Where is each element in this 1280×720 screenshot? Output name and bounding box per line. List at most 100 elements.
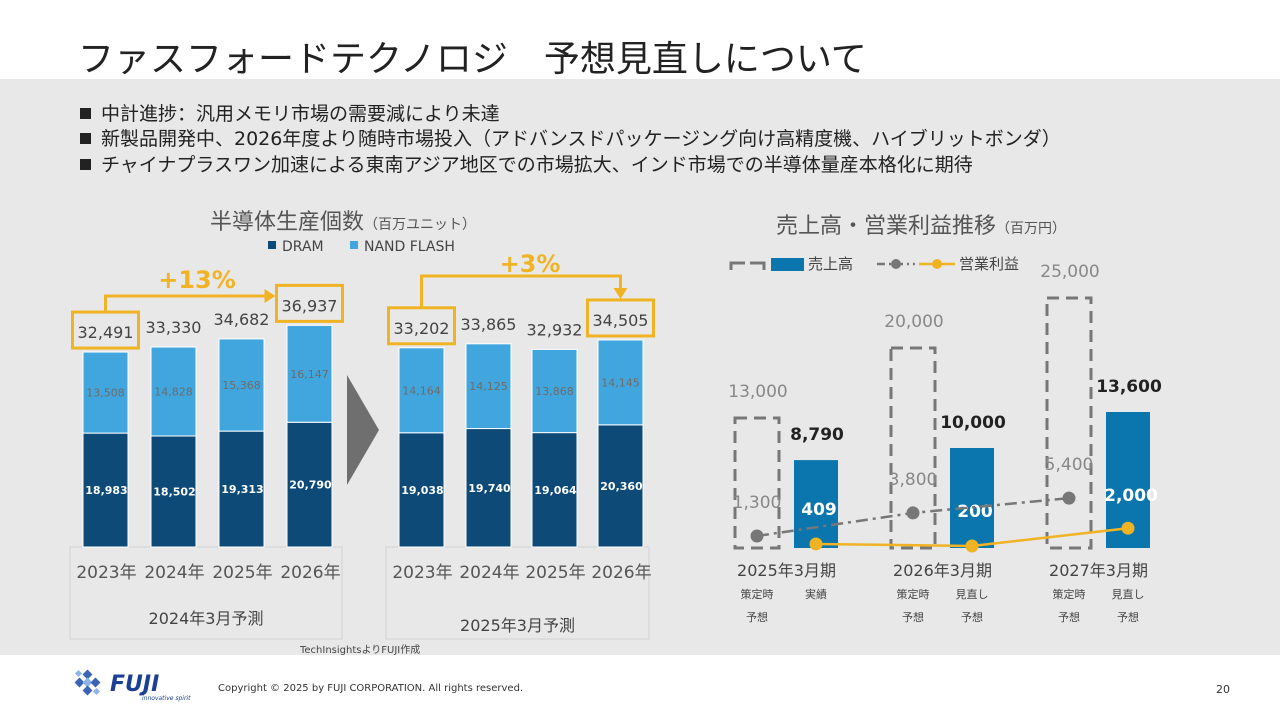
fuji-logo-tagline: innovative spirit <box>142 695 191 702</box>
plan-profit-label: 5,400 <box>1045 455 1094 475</box>
copyright-text: Copyright © 2025 by FUJI CORPORATION. Al… <box>218 683 524 694</box>
fuji-logo: FUJI innovative spirit <box>74 669 191 702</box>
dram-value-label: 18,502 <box>153 485 195 498</box>
total-value-label: 34,505 <box>593 311 649 330</box>
nand-value-label: 14,125 <box>469 380 508 393</box>
nand-bar <box>531 348 578 434</box>
fuji-logo-diamond-icon <box>74 669 101 696</box>
nand-bar <box>398 347 445 434</box>
dram-value-label: 19,740 <box>468 482 511 495</box>
plan-profit-point <box>1062 491 1076 505</box>
nand-value-label: 13,508 <box>86 387 125 400</box>
source-note: TechInsightsよりFUJI作成 <box>300 645 421 656</box>
profit-value-label: 409 <box>801 500 837 520</box>
legend-profit-marker <box>932 259 942 269</box>
production-chart-title: 半導体生産個数（百万ユニット） <box>210 204 476 236</box>
sales-legend: 売上高 営業利益 <box>729 255 1019 273</box>
actual-caption-label: 予想 <box>961 610 983 624</box>
legend-plan-profit-marker <box>891 259 901 269</box>
nand-value-label: 14,828 <box>154 386 193 399</box>
profit-value-label: 2,000 <box>1104 486 1158 506</box>
profit-point <box>965 539 979 553</box>
plan-sales-bar <box>889 346 937 550</box>
nand-value-label: 14,164 <box>402 384 441 397</box>
legend-profit-label: 営業利益 <box>959 255 1019 273</box>
plan-caption-label: 予想 <box>746 610 768 624</box>
plan-sales-bar <box>733 416 781 550</box>
sales-chart-unit: （百万円） <box>996 221 1067 237</box>
year-tick-label: 2026年 <box>591 563 651 583</box>
forecast-group-label: 2024年3月予測 <box>149 609 264 628</box>
legend-plan-sales-swatch <box>729 261 766 270</box>
growth-arrow-line <box>104 294 265 313</box>
legend-nand-swatch <box>350 241 358 249</box>
bullet-item: 新製品開発中、2026年度より随時市場投入（アドバンスドパッケージング向け高精度… <box>80 124 1061 151</box>
bullet-square-icon <box>80 159 91 170</box>
total-value-label: 33,202 <box>394 319 450 338</box>
sales-bar <box>950 448 994 548</box>
sales-chart-title: 売上高・営業利益推移（百万円） <box>776 208 1066 240</box>
nand-value-label: 16,147 <box>290 368 329 381</box>
highlight-box-last <box>586 298 655 338</box>
legend-sales-swatch <box>771 258 804 271</box>
plan-caption-label: 策定時 <box>897 587 930 601</box>
fiscal-year-tick-label: 2026年3月期 <box>893 561 992 580</box>
dram-value-label: 18,983 <box>85 484 127 497</box>
legend-dram-swatch <box>268 241 276 249</box>
plan-sales-label: 13,000 <box>728 382 787 402</box>
bullet-item: チャイナプラスワン加速による東南アジア地区での市場拡大、インド市場での半導体量産… <box>80 150 973 177</box>
year-tick-label: 2025年 <box>525 563 585 583</box>
plan-profit-label: 3,800 <box>889 470 938 490</box>
page-number: 20 <box>1216 683 1230 696</box>
nand-value-label: 14,145 <box>601 376 640 389</box>
growth-label: +3% <box>500 250 561 278</box>
plan-caption-label: 策定時 <box>741 587 774 601</box>
fuji-logo-text: FUJI <box>110 672 159 697</box>
bullet-square-icon <box>80 108 91 119</box>
forecast-group-label: 2025年3月予測 <box>460 616 575 635</box>
year-tick-label: 2025年 <box>212 563 272 583</box>
profit-point <box>1121 521 1135 535</box>
plan-sales-label: 25,000 <box>1040 262 1099 282</box>
year-tick-label: 2023年 <box>392 563 452 583</box>
plan-sales-label: 20,000 <box>884 312 943 332</box>
dram-bar <box>82 432 129 548</box>
year-tick-label: 2024年 <box>144 563 204 583</box>
plan-sales-bar <box>1045 296 1093 550</box>
nand-bar <box>286 324 333 423</box>
bullet-square-icon <box>80 133 91 144</box>
slide-title: ファスフォードテクノロジ 予想見直しについて <box>78 39 867 80</box>
bullet-text: 新製品開発中、2026年度より随時市場投入（アドバンスドパッケージング向け高精度… <box>101 128 1061 150</box>
production-chart: 18,983 13,508 32,491 2023年 18,502 14,828 33,33… <box>69 250 655 640</box>
dram-bar <box>465 428 512 548</box>
dram-bar <box>218 430 265 548</box>
production-chart-unit: （百万ユニット） <box>364 217 477 233</box>
sales-value-label: 8,790 <box>790 425 844 445</box>
nand-bar <box>597 339 644 426</box>
year-tick-label: 2024年 <box>459 563 519 583</box>
dram-value-label: 19,313 <box>221 483 263 496</box>
year-axis-box <box>69 546 343 640</box>
total-value-label: 32,491 <box>78 323 134 342</box>
legend-dram-label: DRAM <box>282 239 324 255</box>
plan-caption-label: 策定時 <box>1053 587 1086 601</box>
year-tick-label: 2023年 <box>76 563 136 583</box>
dram-bar <box>597 424 644 548</box>
total-value-label: 33,330 <box>146 318 202 337</box>
actual-caption-label: 予想 <box>1117 610 1139 624</box>
plan-profit-point <box>906 506 920 520</box>
sales-bar <box>794 460 838 548</box>
sales-chart-title-text: 売上高・営業利益推移 <box>776 214 997 239</box>
growth-arrowhead-icon <box>264 289 276 303</box>
actual-caption-label: 実績 <box>805 587 827 601</box>
bullet-text: チャイナプラスワン加速による東南アジア地区での市場拡大、インド市場での半導体量産… <box>101 154 973 176</box>
fiscal-year-tick-label: 2025年3月期 <box>737 561 836 580</box>
dram-bar <box>150 435 197 548</box>
growth-label: +13% <box>158 266 236 294</box>
dram-value-label: 20,790 <box>289 479 332 492</box>
total-value-label: 34,682 <box>214 310 270 329</box>
total-value-label: 36,937 <box>282 296 338 315</box>
actual-caption-label: 見直し <box>1112 587 1145 601</box>
legend-sales-label: 売上高 <box>808 255 853 273</box>
